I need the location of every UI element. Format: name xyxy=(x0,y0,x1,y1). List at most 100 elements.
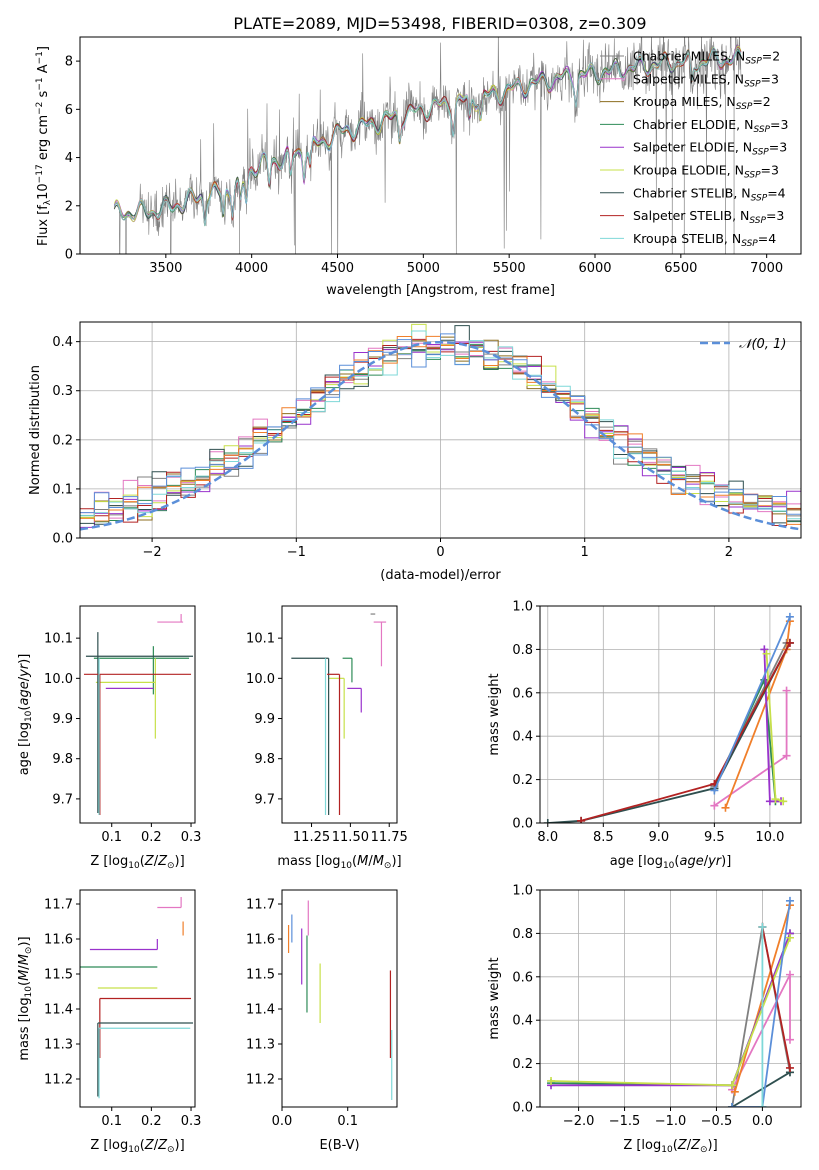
weight-marker xyxy=(779,797,788,806)
x-tick-label: 4000 xyxy=(235,261,268,276)
x-axis-label: age [log10(age/yr)] xyxy=(610,854,732,871)
y-tick-label: 11.7 xyxy=(44,898,73,913)
x-tick-label: −2 xyxy=(143,545,162,560)
weight-marker xyxy=(782,751,791,760)
y-tick-label: 0.0 xyxy=(512,1101,533,1116)
weight-marker xyxy=(730,1087,739,1096)
weight-line xyxy=(547,642,791,823)
x-tick-label: 8.5 xyxy=(593,830,614,845)
y-tick-label: 0.4 xyxy=(512,1014,533,1029)
legend-label: 𝒩(0, 1) xyxy=(739,337,786,352)
legend-label: Salpeter ELODIE, NSSP=3 xyxy=(633,140,787,158)
weight-marker xyxy=(760,645,769,654)
weight-line xyxy=(731,1071,791,1107)
x-tick-label: −1.0 xyxy=(655,1114,687,1129)
y-tick-label: 1.0 xyxy=(512,884,533,899)
weight-marker xyxy=(771,795,780,804)
legend-label: Salpeter MILES, NSSP=3 xyxy=(633,71,779,89)
y-tick-label: 6 xyxy=(65,103,73,118)
weight-line xyxy=(713,616,791,791)
x-tick-label: 9.5 xyxy=(704,830,725,845)
legend-label: Chabrier ELODIE, NSSP=3 xyxy=(633,117,788,135)
y-tick-label: 10.1 xyxy=(246,632,275,647)
x-axis-label: E(B-V) xyxy=(319,1138,359,1153)
weight-marker xyxy=(762,649,771,658)
axes-frame xyxy=(79,605,196,824)
histogram-step-line xyxy=(80,330,801,538)
x-tick-label: 0.2 xyxy=(141,1114,162,1129)
y-axis-label: Normed distribution xyxy=(28,365,43,495)
x-axis-label: Z [log10(Z/Z⊙)] xyxy=(90,854,184,871)
y-tick-label: 9.9 xyxy=(52,712,73,727)
y-tick-label: 0.2 xyxy=(512,1057,533,1072)
weight-marker xyxy=(543,819,552,823)
x-tick-label: 0.3 xyxy=(181,1114,202,1129)
plot-area-weight-vs-age xyxy=(543,612,794,823)
y-tick-label: 0.3 xyxy=(52,384,73,399)
y-tick-label: 11.3 xyxy=(44,1038,73,1053)
x-tick-label: 0.0 xyxy=(752,1114,773,1129)
y-axis-label: Flux [fλ10−17 erg cm−2 s−1 A−1] xyxy=(35,46,53,246)
x-tick-label: 0.1 xyxy=(337,1114,358,1129)
plot-area-spectrum xyxy=(113,37,742,254)
plot-area-age-vs-mass xyxy=(291,613,387,815)
y-axis-label: mass weight xyxy=(487,673,502,755)
y-tick-label: 8 xyxy=(65,55,73,70)
x-tick-label: −0.5 xyxy=(701,1114,733,1129)
weight-marker xyxy=(710,786,719,795)
x-tick-label: −2.0 xyxy=(563,1114,595,1129)
weight-marker xyxy=(758,1103,767,1107)
y-tick-label: 11.4 xyxy=(246,1003,275,1018)
axes-weight-vs-age: 8.0 8.5 9.0 9.5 10.0 0.0 0.2 0.4 0.6 0.8 1.0 age [l… xyxy=(487,600,802,871)
spectrum-model-line xyxy=(113,47,742,227)
x-tick-label: 0.3 xyxy=(181,830,202,845)
y-tick-label: 11.6 xyxy=(246,933,275,948)
axes-age-vs-mass: 11.25 11.50 11.75 9.7 9.8 9.9 10.0 10.1 mass [lo… xyxy=(246,605,408,871)
weight-marker xyxy=(728,1081,737,1090)
y-tick-label: 2 xyxy=(65,199,73,214)
x-axis-label: Z [log10(Z/Z⊙)] xyxy=(623,1138,717,1155)
x-tick-label: 5000 xyxy=(407,261,440,276)
y-tick-label: 4 xyxy=(65,151,73,166)
axes-frame xyxy=(539,605,802,824)
figure-title: PLATE=2089, MJD=53498, FIBERID=0308, z=0… xyxy=(233,14,646,33)
y-tick-label: 9.7 xyxy=(52,792,73,807)
x-tick-label: 0.2 xyxy=(141,830,162,845)
x-axis-label: (data-model)/error xyxy=(380,568,501,583)
y-axis-label: mass [log10(M/M⊙)] xyxy=(17,936,34,1060)
y-tick-label: 0.8 xyxy=(512,643,533,658)
legend-label: Kroupa ELODIE, NSSP=3 xyxy=(633,163,779,181)
y-tick-label: 0.0 xyxy=(512,817,533,832)
x-tick-label: 1 xyxy=(581,545,589,560)
y-tick-label: 10.0 xyxy=(44,672,73,687)
legend-label: Chabrier MILES, NSSP=2 xyxy=(633,49,780,67)
weight-marker xyxy=(577,816,586,823)
y-tick-label: 1.0 xyxy=(512,600,533,615)
legend-label: Kroupa STELIB, NSSP=4 xyxy=(633,231,776,249)
normal-curve xyxy=(80,340,801,531)
axes-frame xyxy=(79,889,196,1108)
weight-line xyxy=(732,900,791,1107)
y-tick-label: 0 xyxy=(65,248,73,263)
weight-marker xyxy=(785,933,794,942)
y-tick-label: 10.0 xyxy=(246,672,275,687)
weight-marker xyxy=(710,801,719,810)
y-tick-label: 11.6 xyxy=(44,933,73,948)
y-tick-label: 0.6 xyxy=(512,970,533,985)
histogram-step-line xyxy=(80,333,801,538)
x-axis-label: wavelength [Angstrom, rest frame] xyxy=(326,283,555,298)
x-tick-label: 2 xyxy=(725,545,733,560)
plot-area-mass-vs-EBV xyxy=(287,900,393,1100)
weight-line xyxy=(580,642,791,822)
spectrum-model-line xyxy=(113,47,742,224)
x-tick-label: 3500 xyxy=(149,261,182,276)
weight-marker xyxy=(785,970,794,979)
x-tick-label: 9.0 xyxy=(648,830,669,845)
x-tick-label: −1 xyxy=(287,545,306,560)
y-axis-label: mass weight xyxy=(487,957,502,1039)
weight-marker xyxy=(785,1063,794,1072)
y-tick-label: 0.0 xyxy=(52,532,73,547)
x-tick-label: 10.0 xyxy=(755,830,784,845)
weight-marker xyxy=(785,1035,794,1044)
axes-mass-vs-Z: 0.1 0.2 0.3 11.2 11.3 11.4 11.5 11.6 11.7 Z [log1… xyxy=(17,889,202,1155)
